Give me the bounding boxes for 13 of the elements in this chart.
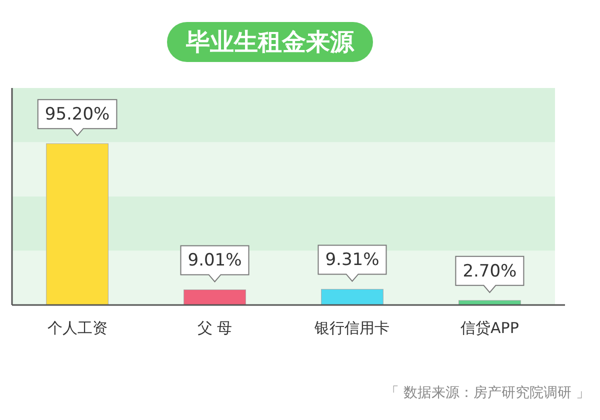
x-tick-label: 父 母 [197,319,232,337]
bar [184,289,246,306]
bar [321,288,384,306]
data-label: 2.70% [462,261,517,282]
data-label: 95.20% [44,104,110,125]
x-tick-label: 银行信用卡 [314,319,390,337]
chart-title: 毕业生租金来源 [185,28,355,56]
data-label: 9.31% [325,250,380,270]
bar [46,143,108,306]
x-tick-label: 信贷APP [460,319,519,337]
data-label: 9.01% [188,250,242,271]
x-tick-label: 个人工资 [47,319,108,337]
text: 「 数据来源：房产研究院调研 」 [385,385,590,401]
